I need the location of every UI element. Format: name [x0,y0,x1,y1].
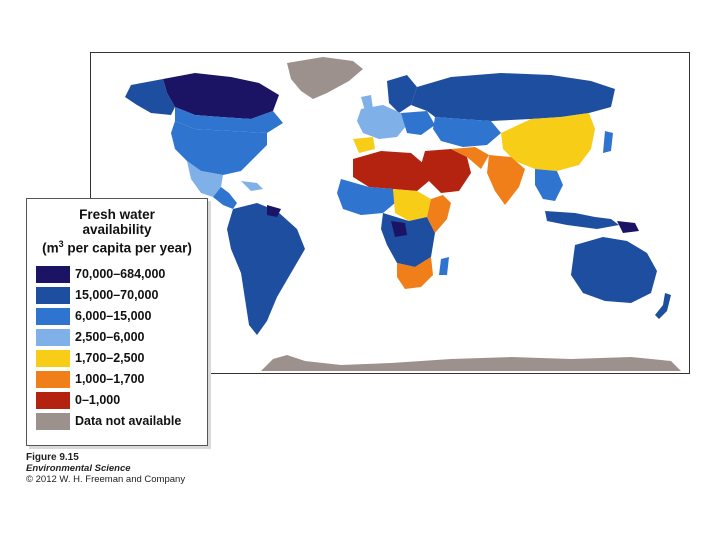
region-central-africa [381,213,435,267]
region-new-zealand [655,293,671,319]
legend-title-line-3-post: per capita per year) [63,240,192,256]
legend-row: 2,500–6,000 [36,327,207,348]
legend-title-line-3: (m3 per capita per year) [27,237,207,256]
region-australia [571,237,657,303]
legend-swatch [36,286,70,304]
figure-caption: Figure 9.15 Environmental Science © 2012… [26,452,185,485]
region-caribbean [241,181,263,191]
region-central-america [213,187,237,209]
legend-row: 6,000–15,000 [36,306,207,327]
legend-title-line-2: availability [82,222,152,237]
region-east-africa [427,195,451,233]
legend-swatch [36,391,70,409]
region-scandinavia [387,75,417,113]
region-india [487,155,525,205]
legend-swatch [36,328,70,346]
legend-row: 1,000–1,700 [36,369,207,390]
region-middle-east [421,149,471,193]
legend-title-line-1: Fresh water [79,207,155,222]
legend-label: 0–1,000 [75,393,121,407]
region-iran [451,147,489,169]
legend-swatch [36,265,70,283]
region-usa [171,121,267,175]
region-congo [391,221,407,237]
region-sahel [393,189,431,221]
legend-title-line-3-pre: (m [42,240,59,256]
region-central-asia [433,117,501,147]
region-antarctica [261,355,681,371]
region-north-africa [353,151,429,191]
region-indonesia [545,211,619,229]
legend-label: 70,000–684,000 [75,267,166,281]
legend-swatch [36,412,70,430]
legend-label: 2,500–6,000 [75,330,145,344]
region-russia [411,73,615,121]
region-madagascar [439,257,449,275]
region-western-europe [357,105,407,139]
region-new-guinea [617,221,639,233]
figure-number: Figure 9.15 [26,452,79,463]
legend-row: 1,700–2,500 [36,348,207,369]
region-guyanas [267,205,281,217]
region-china [501,113,595,171]
legend-items: 70,000–684,000 15,000–70,000 6,000–15,000 2… [27,264,207,432]
legend-row: Data not available [36,411,207,432]
region-canada-south [175,107,283,133]
legend-row: 15,000–70,000 [36,285,207,306]
legend-title-superscript: 3 [58,239,64,249]
legend-label: 1,700–2,500 [75,351,145,365]
legend-row: 0–1,000 [36,390,207,411]
legend-label: 6,000–15,000 [75,309,152,323]
region-mexico [187,161,223,197]
legend-swatch [36,349,70,367]
legend-label: 15,000–70,000 [75,288,159,302]
legend-label: 1,000–1,700 [75,372,145,386]
region-west-africa [337,179,395,215]
world-map-svg [125,57,681,371]
region-southeast-asia [535,169,563,201]
region-alaska [125,79,175,115]
legend-swatch [36,370,70,388]
legend-row: 70,000–684,000 [36,264,207,285]
region-south-america [227,203,305,335]
copyright-line: © 2012 W. H. Freeman and Company [26,474,186,485]
region-eastern-europe [401,111,435,135]
legend-title: Fresh water availability (m3 per capita … [27,207,207,256]
region-southern-africa [397,257,433,289]
region-japan [603,131,613,153]
map-legend: Fresh water availability (m3 per capita … [26,198,208,446]
region-greenland [287,57,363,99]
legend-label: Data not available [75,414,182,428]
book-title: Environmental Science [26,463,131,474]
legend-swatch [36,307,70,325]
region-canada-north [163,73,279,119]
region-iberia [353,137,375,153]
region-uk [361,95,373,111]
